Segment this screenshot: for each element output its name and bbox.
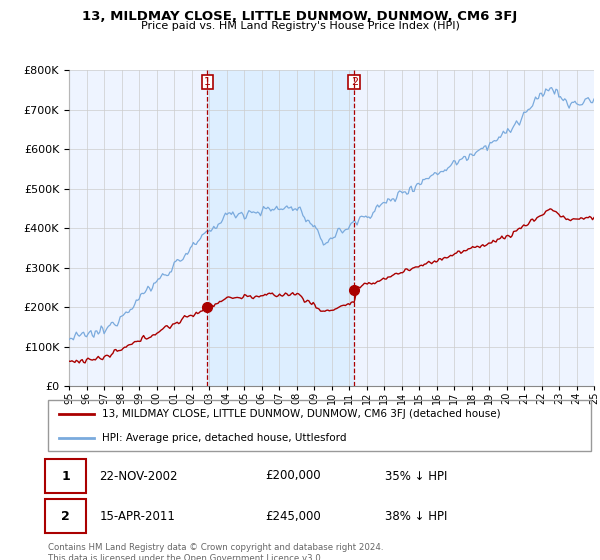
Text: 2: 2: [350, 77, 358, 87]
Text: 22-NOV-2002: 22-NOV-2002: [100, 469, 178, 483]
Text: 1: 1: [61, 469, 70, 483]
Bar: [207, 70, 354, 386]
Text: HPI: Average price, detached house, Uttlesford: HPI: Average price, detached house, Uttl…: [103, 433, 347, 443]
Text: Price paid vs. HM Land Registry's House Price Index (HPI): Price paid vs. HM Land Registry's House …: [140, 21, 460, 31]
Text: £200,000: £200,000: [265, 469, 321, 483]
Text: 13, MILDMAY CLOSE, LITTLE DUNMOW, DUNMOW, CM6 3FJ: 13, MILDMAY CLOSE, LITTLE DUNMOW, DUNMOW…: [82, 10, 518, 23]
Text: 35% ↓ HPI: 35% ↓ HPI: [385, 469, 447, 483]
Text: 13, MILDMAY CLOSE, LITTLE DUNMOW, DUNMOW, CM6 3FJ (detached house): 13, MILDMAY CLOSE, LITTLE DUNMOW, DUNMOW…: [103, 409, 501, 419]
Text: 15-APR-2011: 15-APR-2011: [100, 510, 175, 523]
FancyBboxPatch shape: [45, 500, 86, 533]
Text: 2: 2: [61, 510, 70, 523]
Text: 38% ↓ HPI: 38% ↓ HPI: [385, 510, 447, 523]
Text: Contains HM Land Registry data © Crown copyright and database right 2024.
This d: Contains HM Land Registry data © Crown c…: [48, 543, 383, 560]
Text: £245,000: £245,000: [265, 510, 321, 523]
FancyBboxPatch shape: [45, 459, 86, 493]
Text: 1: 1: [204, 77, 211, 87]
